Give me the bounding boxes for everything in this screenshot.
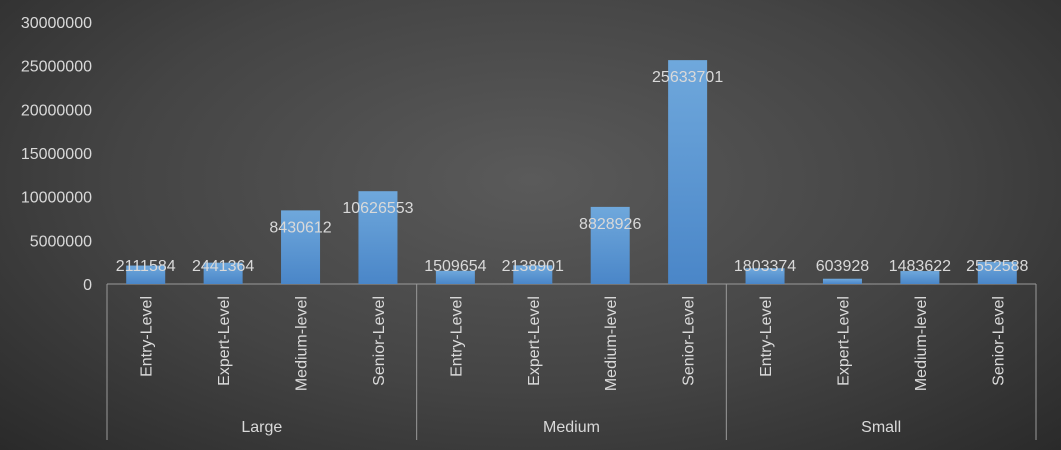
group-label: Small <box>861 419 901 436</box>
y-tick-label: 10000000 <box>21 190 92 207</box>
labels-layer: 0 5000000 10000000 15000000 20000000 25000000… <box>21 15 1029 436</box>
bar <box>590 206 630 284</box>
data-label: 2441364 <box>192 258 254 275</box>
group-label: Large <box>241 419 282 436</box>
bars-layer <box>126 60 1017 285</box>
bar <box>977 261 1017 284</box>
category-label: Senior-Level <box>371 296 388 386</box>
data-label: 2111584 <box>116 258 176 275</box>
bar <box>745 268 785 284</box>
category-label: Medium-level <box>603 296 620 391</box>
y-tick-label: 20000000 <box>21 102 92 119</box>
category-label: Medium-level <box>913 296 930 391</box>
bar <box>668 60 708 285</box>
bar <box>281 210 321 284</box>
category-label: Expert-Level <box>216 296 233 386</box>
group-label: Medium <box>543 419 600 436</box>
axes-layer <box>106 283 1037 440</box>
category-label: Senior-Level <box>990 296 1007 386</box>
data-label: 2552588 <box>966 258 1028 275</box>
data-label: 8430612 <box>269 219 331 236</box>
y-tick-label: 15000000 <box>21 146 92 163</box>
data-label: 2138901 <box>502 258 564 275</box>
category-label: Expert-Level <box>526 296 543 386</box>
data-label: 8828926 <box>579 216 641 233</box>
category-label: Entry-Level <box>758 296 775 377</box>
data-label: 1483622 <box>889 258 951 275</box>
data-label: 603928 <box>816 258 869 275</box>
y-tick-label: 30000000 <box>21 15 92 32</box>
category-label: Entry-Level <box>139 296 156 377</box>
y-tick-label: 5000000 <box>30 233 92 250</box>
category-label: Medium-level <box>294 296 311 391</box>
bar <box>513 265 553 284</box>
bar <box>435 270 475 284</box>
data-label: 25633701 <box>652 69 723 86</box>
data-label: 1509654 <box>424 258 486 275</box>
bar <box>126 265 166 284</box>
bar <box>900 271 940 284</box>
data-label: 1803374 <box>734 258 796 275</box>
category-label: Entry-Level <box>448 296 465 377</box>
bar <box>822 278 862 284</box>
y-tick-label: 0 <box>83 277 92 294</box>
bar <box>358 191 398 284</box>
data-label: 10626553 <box>342 200 413 217</box>
category-label: Senior-Level <box>681 296 698 386</box>
y-tick-label: 25000000 <box>21 59 92 76</box>
bar <box>203 262 243 284</box>
category-label: Expert-Level <box>835 296 852 386</box>
